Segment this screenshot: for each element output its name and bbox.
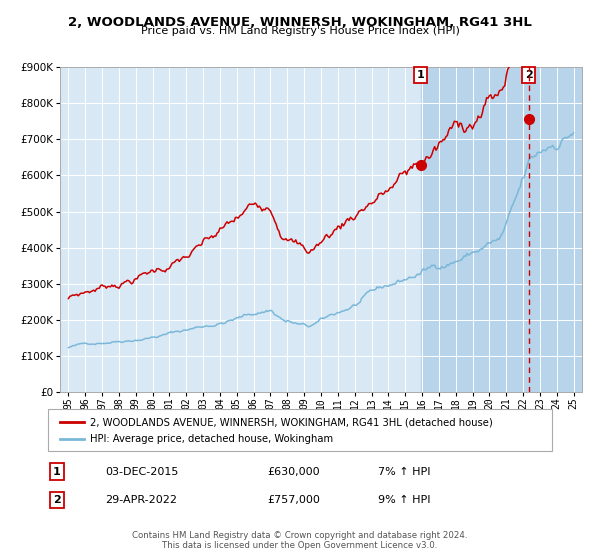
- Bar: [421, 67, 582, 392]
- Text: 1: 1: [417, 70, 425, 80]
- Text: 1: 1: [53, 466, 61, 477]
- Text: £630,000: £630,000: [267, 466, 320, 477]
- Text: £757,000: £757,000: [267, 495, 320, 505]
- Text: 2: 2: [525, 70, 532, 80]
- Text: 03-DEC-2015: 03-DEC-2015: [105, 466, 178, 477]
- Text: HPI: Average price, detached house, Wokingham: HPI: Average price, detached house, Woki…: [90, 434, 333, 444]
- Text: 2, WOODLANDS AVENUE, WINNERSH, WOKINGHAM, RG41 3HL: 2, WOODLANDS AVENUE, WINNERSH, WOKINGHAM…: [68, 16, 532, 29]
- Text: 29-APR-2022: 29-APR-2022: [105, 495, 177, 505]
- Text: 2, WOODLANDS AVENUE, WINNERSH, WOKINGHAM, RG41 3HL (detached house): 2, WOODLANDS AVENUE, WINNERSH, WOKINGHAM…: [90, 417, 493, 427]
- Text: 7% ↑ HPI: 7% ↑ HPI: [378, 466, 431, 477]
- Text: Contains HM Land Registry data © Crown copyright and database right 2024.
This d: Contains HM Land Registry data © Crown c…: [132, 530, 468, 550]
- Text: Price paid vs. HM Land Registry's House Price Index (HPI): Price paid vs. HM Land Registry's House …: [140, 26, 460, 36]
- Text: 9% ↑ HPI: 9% ↑ HPI: [378, 495, 431, 505]
- Text: 2: 2: [53, 495, 61, 505]
